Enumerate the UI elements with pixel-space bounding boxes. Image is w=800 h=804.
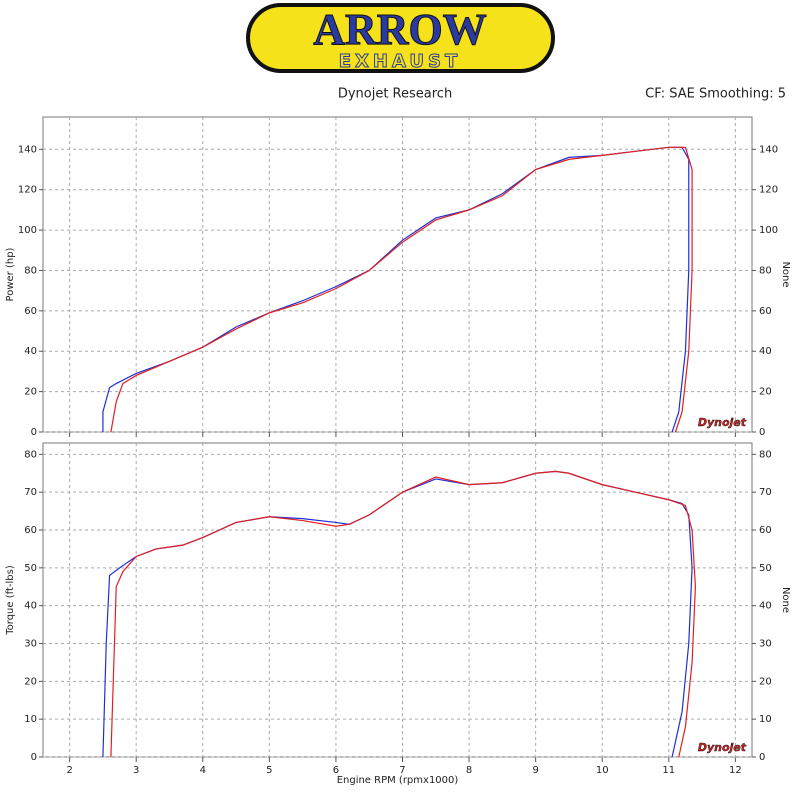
y-tick-label: 50 [24, 563, 37, 574]
watermark: Dynojet [698, 741, 747, 754]
y-axis-label: Torque (ft-lbs) [5, 565, 16, 636]
y-tick-label: 30 [24, 639, 37, 650]
series-line [102, 146, 690, 433]
y2-tick-label: 0 [759, 752, 765, 763]
logo-badge [246, 3, 555, 73]
x-tick-label: 7 [399, 765, 405, 776]
y-tick-label: 120 [18, 185, 37, 196]
x-tick-label: 8 [466, 765, 472, 776]
y-tick-label: 20 [24, 387, 37, 398]
x-tick-label: 11 [662, 765, 675, 776]
plot-area [42, 116, 753, 433]
y2-tick-label: 60 [759, 525, 772, 536]
x-axis-label: Engine RPM (rpmx1000) [337, 775, 459, 786]
y-tick-label: 80 [24, 449, 37, 460]
y2-tick-label: 60 [759, 306, 772, 317]
y-tick-label: 10 [24, 714, 37, 725]
y2-tick-label: 80 [759, 265, 772, 276]
y2-tick-label: 20 [759, 676, 772, 687]
x-tick-label: 3 [133, 765, 139, 776]
header-right: CF: SAE Smoothing: 5 [645, 87, 786, 102]
y2-tick-label: 50 [759, 563, 772, 574]
y-tick-label: 80 [24, 265, 37, 276]
y-tick-label: 140 [18, 144, 37, 155]
logo-text: ARROW [313, 5, 487, 54]
x-tick-label: 4 [200, 765, 206, 776]
x-tick-label: 6 [333, 765, 339, 776]
y2-tick-label: 80 [759, 449, 772, 460]
y2-tick-label: 140 [759, 144, 778, 155]
y2-tick-label: 30 [759, 639, 772, 650]
y-tick-label: 0 [31, 752, 37, 763]
y2-tick-label: 20 [759, 387, 772, 398]
y2-tick-label: 70 [759, 487, 772, 498]
x-tick-label: 9 [532, 765, 538, 776]
x-tick-label: 12 [729, 765, 742, 776]
y-tick-label: 60 [24, 306, 37, 317]
y-tick-label: 100 [18, 225, 37, 236]
y-tick-label: 20 [24, 676, 37, 687]
x-tick-label: 5 [266, 765, 272, 776]
y-tick-label: 0 [31, 427, 37, 438]
y-tick-label: 70 [24, 487, 37, 498]
series-line [110, 146, 693, 433]
y2-tick-label: 40 [759, 346, 772, 357]
y2-tick-label: 120 [759, 185, 778, 196]
y2-axis-label: None [780, 587, 791, 613]
y2-tick-label: 100 [759, 225, 778, 236]
y2-tick-label: 10 [759, 714, 772, 725]
watermark: Dynojet [698, 416, 747, 429]
x-tick-label: 10 [596, 765, 609, 776]
y2-tick-label: 40 [759, 601, 772, 612]
y-tick-label: 40 [24, 601, 37, 612]
y-tick-label: 60 [24, 525, 37, 536]
header-left: Dynojet Research [338, 87, 452, 102]
y2-axis-label: None [780, 261, 791, 287]
plot-area [42, 442, 753, 758]
logo-subtext: EXHAUST [339, 51, 461, 72]
y2-tick-label: 0 [759, 427, 765, 438]
series-line [110, 470, 697, 758]
x-tick-label: 2 [66, 765, 72, 776]
y-axis-label: Power (hp) [5, 247, 16, 301]
y-tick-label: 40 [24, 346, 37, 357]
